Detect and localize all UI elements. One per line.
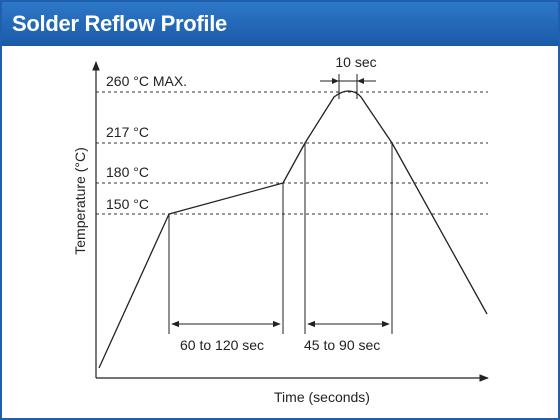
- peak-left-arrowhead: [332, 78, 339, 84]
- y-axis-label: Temperature (°C): [72, 147, 88, 255]
- t150-label: 150 °C: [106, 196, 149, 212]
- x-axis-label: Time (seconds): [274, 389, 370, 405]
- liquidus-duration-label: 45 to 90 sec: [304, 337, 380, 353]
- preheat-duration-label: 60 to 120 sec: [180, 337, 264, 353]
- max-temp-label: 260 °C MAX.: [106, 73, 187, 89]
- peak-duration-label: 10 sec: [335, 54, 376, 70]
- reflow-profile-curve: [99, 91, 487, 368]
- peak-right-arrowhead: [357, 78, 364, 84]
- t217-label: 217 °C: [106, 124, 149, 140]
- t180-label: 180 °C: [106, 164, 149, 180]
